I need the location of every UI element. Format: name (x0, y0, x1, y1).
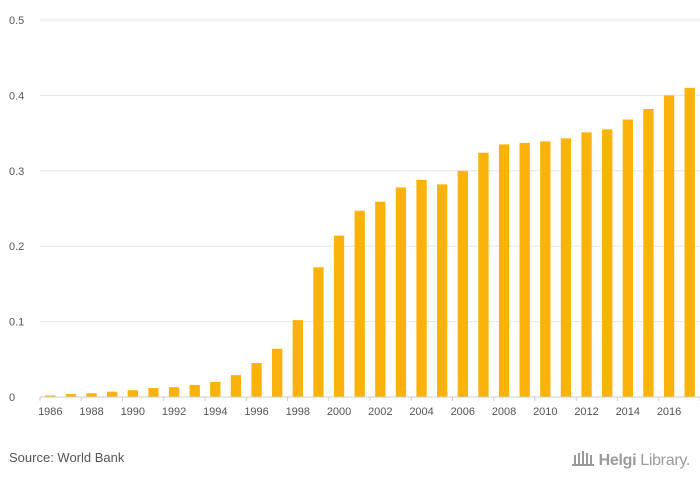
library-building-icon (571, 449, 595, 472)
x-axis-labels: 1986 1988 1990 1992 1994 1996 1998 2000 2002 2004… (38, 406, 681, 418)
bar-1989[interactable] (107, 391, 118, 397)
bar-2006[interactable] (457, 170, 468, 397)
x-tick-label: 2010 (533, 406, 557, 418)
x-tick-label: 1990 (121, 406, 145, 418)
logo-text-helgi: Helgi (598, 451, 637, 469)
x-tick-label: 2014 (616, 406, 640, 418)
x-tick-label: 1988 (79, 406, 103, 418)
x-tick-label: 2000 (327, 406, 351, 418)
bar-2004[interactable] (416, 179, 427, 397)
x-tick-label: 2004 (409, 406, 433, 418)
bar-2003[interactable] (395, 187, 407, 397)
bar-1992[interactable] (168, 387, 180, 397)
y-tick-label: 0.4 (9, 90, 24, 102)
x-tick-label: 1994 (203, 406, 227, 418)
source-note: Source: World Bank (9, 450, 125, 465)
bar-2011[interactable] (560, 138, 572, 398)
bar-2013[interactable] (602, 129, 613, 397)
bar-2002[interactable] (375, 201, 386, 397)
bar-2005[interactable] (437, 184, 448, 397)
bar-1997[interactable] (272, 348, 283, 397)
bar-2010[interactable] (540, 141, 551, 397)
bar-1990[interactable] (127, 390, 138, 397)
bar-2001[interactable] (354, 210, 365, 397)
bar-1995[interactable] (230, 375, 242, 397)
x-tick-label: 2008 (492, 406, 516, 418)
y-tick-label: 0.3 (9, 166, 24, 178)
y-tick-label: 0.1 (9, 317, 24, 329)
bar-2012[interactable] (581, 132, 592, 397)
bar-2016[interactable] (663, 95, 675, 398)
bar-1987[interactable] (65, 393, 77, 397)
y-axis-labels: 0 0.1 0.2 0.3 0.4 0.5 (9, 15, 24, 404)
bar-1988[interactable] (86, 393, 97, 397)
x-tick-label: 2016 (657, 406, 681, 418)
bar-1994[interactable] (210, 381, 221, 397)
bar-2009[interactable] (519, 142, 530, 397)
bar-1996[interactable] (251, 363, 262, 397)
bar-1986[interactable] (45, 395, 56, 397)
x-tick-label: 1998 (286, 406, 310, 418)
x-tick-label: 2002 (368, 406, 392, 418)
bar-1998[interactable] (292, 320, 303, 397)
y-tick-label: 0 (9, 392, 15, 404)
bar-1993[interactable] (189, 384, 200, 397)
x-axis-ticks (39, 397, 700, 401)
bar-2014[interactable] (622, 119, 633, 397)
bar-1999[interactable] (313, 267, 324, 397)
y-tick-label: 0.2 (9, 241, 24, 253)
bar-1991[interactable] (148, 387, 159, 397)
x-tick-label: 2012 (574, 406, 598, 418)
bar-2000[interactable] (333, 235, 345, 397)
helgi-library-logo[interactable]: Helgi Library. (571, 449, 690, 472)
x-tick-label: 1992 (162, 406, 186, 418)
logo-text-library: Library. (640, 451, 690, 469)
bar-2015[interactable] (643, 108, 654, 398)
bar-2007[interactable] (478, 152, 489, 397)
bar-2017[interactable] (684, 87, 695, 398)
x-tick-label: 2006 (451, 406, 475, 418)
bars (45, 87, 695, 398)
grid-lines (40, 19, 700, 323)
y-tick-label: 0.5 (9, 15, 24, 27)
x-tick-label: 1986 (38, 406, 62, 418)
x-tick-label: 1996 (244, 406, 268, 418)
bar-2008[interactable] (498, 144, 510, 397)
